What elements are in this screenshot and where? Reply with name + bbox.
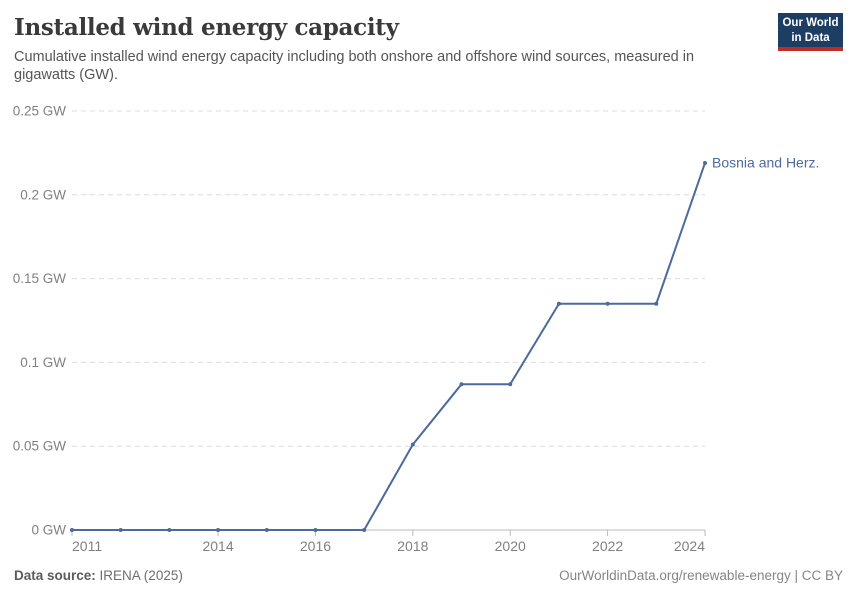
y-tick-label: 0.2 GW xyxy=(20,187,66,202)
data-point xyxy=(703,160,707,165)
data-line xyxy=(71,161,706,531)
data-point xyxy=(70,528,74,532)
x-tick-label: 2014 xyxy=(202,538,233,554)
data-point xyxy=(459,382,464,387)
y-tick-label: 0.25 GW xyxy=(13,104,67,119)
x-tick-label: 2022 xyxy=(592,538,623,554)
data-point xyxy=(118,528,123,532)
logo-line1: Our World xyxy=(782,17,839,29)
data-point xyxy=(410,442,415,447)
x-tick-label: 2018 xyxy=(397,538,428,554)
data-point xyxy=(216,528,221,532)
data-source-value: IRENA (2025) xyxy=(99,568,183,583)
data-point xyxy=(167,528,172,532)
x-tick-label: 2016 xyxy=(300,538,331,554)
owid-logo: Our World in Data xyxy=(778,13,843,52)
chart-header: Installed wind energy capacity Cumulativ… xyxy=(14,14,754,85)
series-end-label: Bosnia and Herz. xyxy=(712,154,819,170)
data-point xyxy=(362,528,367,532)
y-tick-label: 0.05 GW xyxy=(13,439,67,454)
chart-subtitle: Cumulative installed wind energy capacit… xyxy=(14,49,695,84)
data-source: Data source: IRENA (2025) xyxy=(14,568,183,583)
page-title: Installed wind energy capacity xyxy=(14,14,399,41)
data-point xyxy=(508,382,513,387)
data-point xyxy=(605,301,610,306)
attribution: OurWorldinData.org/renewable-energy | CC… xyxy=(559,568,843,583)
y-tick-label: 0.15 GW xyxy=(13,271,67,286)
data-point xyxy=(556,301,561,306)
chart-footer: Data source: IRENA (2025) OurWorldinData… xyxy=(14,568,843,583)
y-tick-label: 0.1 GW xyxy=(20,355,66,370)
data-point xyxy=(654,301,659,306)
data-point xyxy=(313,528,318,532)
x-tick-label: 2024 xyxy=(674,538,705,554)
logo-line2: in Data xyxy=(791,31,830,44)
x-tick-label: 2020 xyxy=(495,538,526,554)
data-point xyxy=(264,528,269,532)
data-source-label: Data source: xyxy=(14,568,96,583)
y-tick-label: 0 GW xyxy=(31,523,66,538)
line-chart-canvas: 0 GW 0.05 GW 0.1 GW 0.15 GW 0.2 GW 0.25 GW 201… xyxy=(13,104,820,555)
x-tick-label: 2011 xyxy=(72,538,102,554)
